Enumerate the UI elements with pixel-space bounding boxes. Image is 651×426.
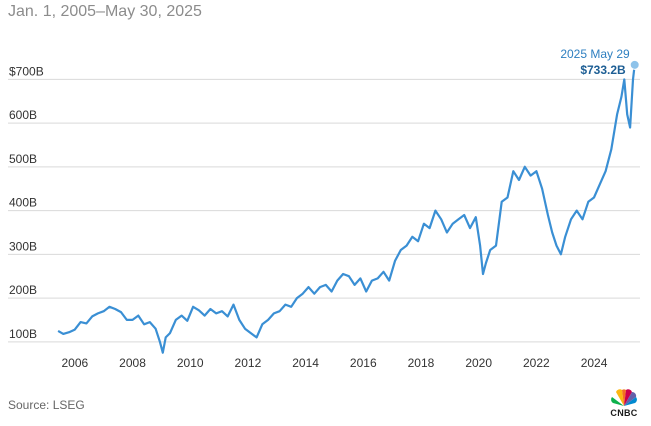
- peacock-icon: [611, 389, 637, 406]
- x-tick-label-2024: 2024: [581, 356, 608, 370]
- logo-text: CNBC: [610, 408, 638, 418]
- market-cap-line: [57, 64, 636, 354]
- annotation: 2025 May 29 $733.2B: [560, 47, 640, 77]
- y-tick-label-400: 400B: [9, 196, 37, 210]
- x-axis-tick-labels: 2006 2008 2010 2012 2014 2016 2018 2020 2022 2024: [61, 356, 607, 370]
- x-tick-label-2006: 2006: [61, 356, 88, 370]
- y-tick-label-700: $700B: [9, 64, 44, 78]
- x-tick-label-2014: 2014: [292, 356, 319, 370]
- x-tick-label-2020: 2020: [465, 356, 492, 370]
- source-note: Source: LSEG: [8, 398, 85, 412]
- y-axis-tick-labels: 100B 200B 300B 400B 500B 600B $700B: [9, 64, 44, 340]
- y-tick-label-100: 100B: [9, 327, 37, 341]
- x-tick-label-2010: 2010: [177, 356, 204, 370]
- x-tick-label-2016: 2016: [350, 356, 377, 370]
- y-tick-label-600: 600B: [9, 108, 37, 122]
- cnbc-logo: CNBC: [603, 386, 645, 418]
- x-tick-label-2008: 2008: [119, 356, 146, 370]
- last-value-marker: [629, 59, 640, 70]
- annotation-value: $733.2B: [580, 63, 626, 77]
- x-tick-label-2022: 2022: [523, 356, 550, 370]
- gridlines: [8, 78, 640, 343]
- chart-subtitle: Jan. 1, 2005–May 30, 2025: [8, 3, 202, 20]
- y-tick-label-200: 200B: [9, 283, 37, 297]
- y-tick-label-300: 300B: [9, 239, 37, 253]
- x-tick-label-2018: 2018: [408, 356, 435, 370]
- data-series: [57, 64, 636, 354]
- y-tick-label-500: 500B: [9, 152, 37, 166]
- x-tick-label-2012: 2012: [235, 356, 262, 370]
- annotation-date: 2025 May 29: [560, 47, 630, 61]
